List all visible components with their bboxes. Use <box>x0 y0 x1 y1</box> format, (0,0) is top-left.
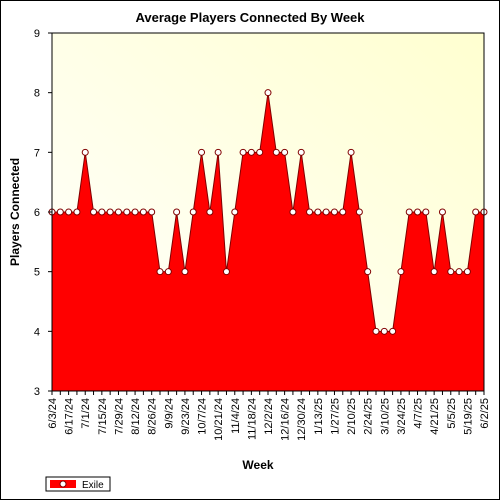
y-tick-label: 8 <box>34 88 40 100</box>
series-area-exile <box>52 92 484 392</box>
y-axis-title: Players Connected <box>8 158 22 266</box>
x-tick-label: 3/10/25 <box>379 398 391 435</box>
data-point <box>181 268 189 276</box>
data-point <box>339 208 347 216</box>
data-point <box>306 208 314 216</box>
data-point <box>164 268 172 276</box>
data-point <box>239 148 247 156</box>
y-tick-label: 7 <box>34 147 40 159</box>
x-tick-label: 12/16/24 <box>280 398 292 441</box>
data-point <box>372 327 380 335</box>
data-point <box>314 208 322 216</box>
legend-label: Exile <box>82 480 104 491</box>
data-point <box>106 208 114 216</box>
x-tick-label: 4/21/25 <box>429 398 441 435</box>
chart-title: Average Players Connected By Week <box>135 10 365 25</box>
x-tick-label: 9/9/24 <box>163 398 175 429</box>
data-point <box>347 148 355 156</box>
x-tick-label: 11/18/24 <box>246 398 258 440</box>
x-tick-label: 2/24/25 <box>363 398 375 435</box>
x-tick-label: 9/23/24 <box>180 398 192 435</box>
x-tick-label: 8/26/24 <box>147 398 159 435</box>
data-point <box>114 208 122 216</box>
data-point <box>90 208 98 216</box>
data-point <box>364 268 372 276</box>
data-point <box>264 89 272 97</box>
x-tick-label: 3/24/25 <box>396 398 408 435</box>
data-point <box>389 327 397 335</box>
data-point <box>397 268 405 276</box>
data-point <box>438 208 446 216</box>
x-tick-label: 6/3/24 <box>47 398 59 429</box>
x-tick-label: 7/29/24 <box>113 398 125 435</box>
data-point <box>222 268 230 276</box>
data-point <box>65 208 73 216</box>
x-tick-label: 1/13/25 <box>313 398 325 435</box>
x-tick-label: 6/17/24 <box>64 398 76 435</box>
data-point <box>173 208 181 216</box>
data-point <box>98 208 106 216</box>
data-point <box>405 208 413 216</box>
data-point <box>322 208 330 216</box>
data-point <box>231 208 239 216</box>
data-point <box>447 268 455 276</box>
data-point <box>297 148 305 156</box>
x-tick-label: 1/27/25 <box>329 398 341 435</box>
data-point <box>256 148 264 156</box>
data-point <box>281 148 289 156</box>
data-point <box>214 148 222 156</box>
data-point <box>139 208 147 216</box>
data-point <box>131 208 139 216</box>
x-tick-label: 10/7/24 <box>197 398 209 435</box>
data-point <box>148 208 156 216</box>
data-point <box>463 268 471 276</box>
data-point <box>189 208 197 216</box>
legend: Exile <box>45 476 111 492</box>
data-point <box>247 148 255 156</box>
x-tick-label: 12/2/24 <box>263 398 275 435</box>
x-tick-label: 2/10/25 <box>346 398 358 435</box>
y-tick-label: 6 <box>34 207 40 219</box>
legend-marker <box>59 480 67 488</box>
data-point <box>289 208 297 216</box>
x-axis-title: Week <box>242 458 273 472</box>
x-tick-label: 12/30/24 <box>296 398 308 441</box>
data-point <box>355 208 363 216</box>
y-tick-label: 9 <box>34 28 40 40</box>
x-tick-label: 8/12/24 <box>130 398 142 435</box>
data-point <box>422 208 430 216</box>
data-point <box>56 208 64 216</box>
data-point <box>156 268 164 276</box>
x-tick-label: 6/2/25 <box>479 398 491 429</box>
x-tick-label: 10/21/24 <box>213 398 225 441</box>
data-point <box>472 208 480 216</box>
x-tick-label: 5/19/25 <box>462 398 474 435</box>
data-point <box>73 208 81 216</box>
x-tick-label: 7/15/24 <box>97 398 109 435</box>
x-tick-label: 11/4/24 <box>230 398 242 434</box>
y-tick-label: 4 <box>34 326 40 338</box>
data-point <box>414 208 422 216</box>
data-point <box>123 208 131 216</box>
y-tick-label: 3 <box>34 386 40 398</box>
data-point <box>272 148 280 156</box>
data-point <box>430 268 438 276</box>
data-point <box>380 327 388 335</box>
data-point <box>81 148 89 156</box>
x-tick-label: 7/1/24 <box>80 398 92 429</box>
data-point <box>455 268 463 276</box>
data-point <box>330 208 338 216</box>
y-tick-label: 5 <box>34 267 40 279</box>
data-point <box>198 148 206 156</box>
data-point <box>206 208 214 216</box>
x-tick-label: 5/5/25 <box>446 398 458 429</box>
x-tick-label: 4/7/25 <box>413 398 425 429</box>
